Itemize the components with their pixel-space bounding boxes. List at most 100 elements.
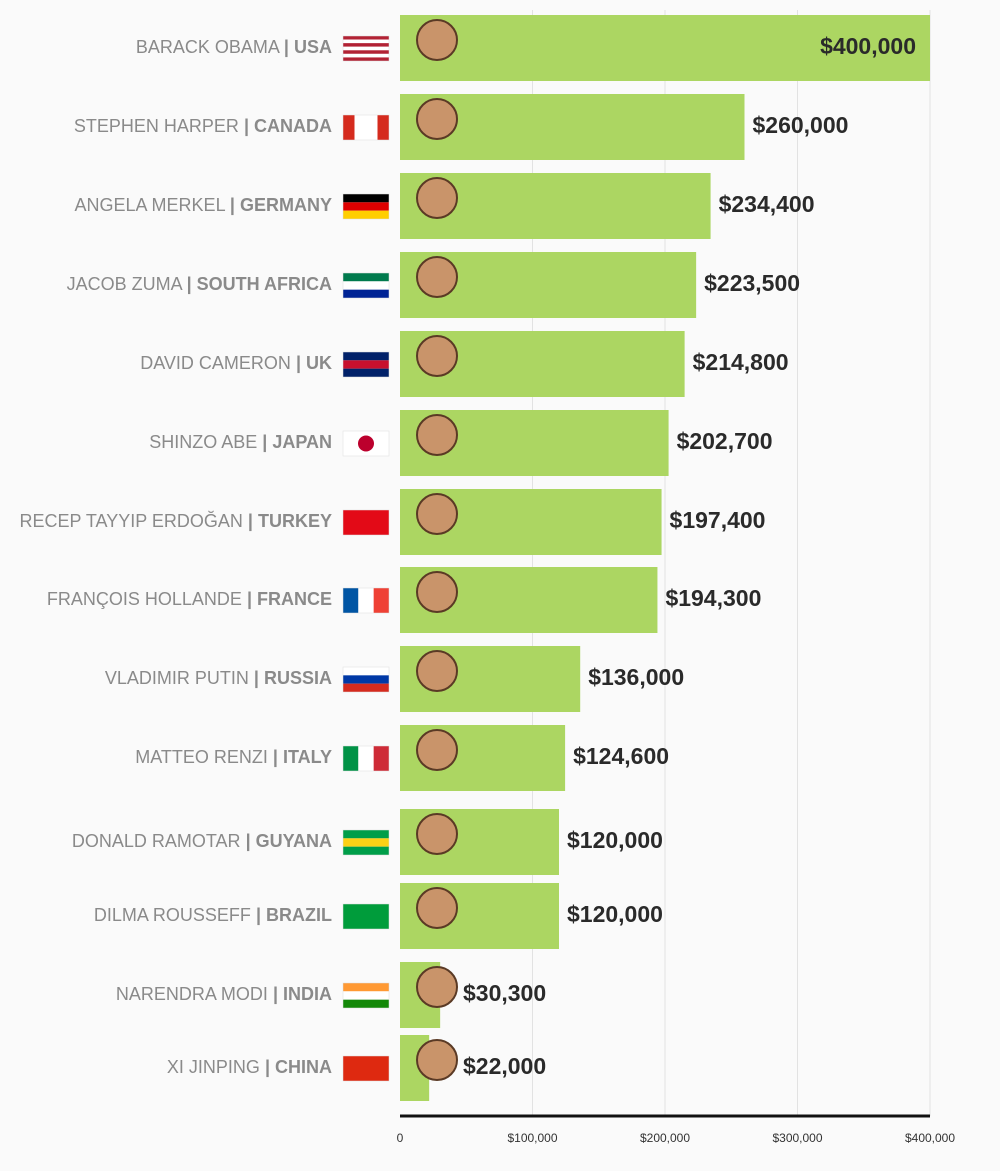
flag-border	[342, 666, 390, 693]
category-label: VLADIMIR PUTIN | RUSSIA	[105, 668, 332, 688]
portrait	[416, 729, 458, 771]
leader-name: RECEP TAYYIP ERDOĞAN	[20, 510, 243, 531]
flag-stripe	[343, 289, 389, 298]
flag-stripe	[343, 999, 389, 1008]
bar	[400, 15, 930, 81]
flag-stripe	[354, 115, 366, 140]
leader-name: DONALD RAMOTAR	[72, 831, 241, 851]
leader-name: DILMA ROUSSEFF	[94, 905, 251, 925]
separator: |	[244, 116, 249, 136]
flag-border	[342, 1055, 390, 1082]
separator: |	[265, 1057, 270, 1077]
flag-stripe	[343, 846, 389, 855]
category-label: DONALD RAMOTAR | GUYANA	[72, 831, 332, 851]
x-tick-label: $400,000	[905, 1131, 955, 1145]
category-label: ANGELA MERKEL | GERMANY	[75, 195, 332, 215]
separator: |	[273, 747, 278, 767]
flag-disc	[358, 435, 374, 452]
flag-stripe	[343, 210, 389, 219]
value-label: $214,800	[693, 349, 789, 375]
flag-stripe	[343, 202, 389, 211]
country-name: GUYANA	[256, 831, 332, 851]
flag-stripe	[343, 667, 389, 676]
category-label: FRANÇOIS HOLLANDE | FRANCE	[47, 589, 332, 609]
category-label: STEPHEN HARPER | CANADA	[74, 116, 332, 136]
leader-name: MATTEO RENZI	[135, 747, 268, 767]
separator: |	[248, 511, 253, 531]
value-label: $260,000	[753, 112, 849, 138]
value-label: $120,000	[567, 827, 663, 853]
country-name: GERMANY	[240, 195, 332, 215]
separator: |	[247, 589, 252, 609]
separator: |	[254, 668, 259, 688]
flag-border	[342, 982, 390, 1009]
value-label: $22,000	[463, 1053, 546, 1079]
separator: |	[230, 195, 235, 215]
flag-stripe	[343, 904, 389, 929]
flag-stripe	[343, 53, 389, 58]
category-label: NARENDRA MODI | INDIA	[116, 984, 332, 1004]
leader-name: VLADIMIR PUTIN	[105, 668, 249, 688]
category-label: DILMA ROUSSEFF | BRAZIL	[94, 905, 332, 925]
flag-border	[342, 745, 390, 772]
x-tick-label: $100,000	[507, 1131, 557, 1145]
flag-stripe	[373, 746, 389, 771]
country-name: BRAZIL	[266, 905, 332, 925]
flag-stripe	[343, 368, 389, 377]
portrait	[416, 813, 458, 855]
separator: |	[256, 905, 261, 925]
country-name: CHINA	[275, 1057, 332, 1077]
leader-name: FRANÇOIS HOLLANDE	[47, 589, 242, 609]
portrait	[416, 1039, 458, 1081]
country-name: UK	[306, 353, 332, 373]
flag-border	[342, 509, 390, 536]
portrait	[416, 256, 458, 298]
flag-border	[342, 903, 390, 930]
leader-name: SHINZO ABE	[149, 432, 257, 452]
portrait	[416, 966, 458, 1008]
value-label: $202,700	[677, 428, 773, 454]
flag-stripe	[343, 115, 355, 140]
category-label: XI JINPING | CHINA	[167, 1057, 332, 1077]
flag-stripe	[343, 683, 389, 692]
country-name: INDIA	[283, 984, 332, 1004]
flag-stripe	[343, 838, 389, 847]
category-label: RECEP TAYYIP ERDOĞAN | TURKEY	[20, 510, 333, 531]
separator: |	[273, 984, 278, 1004]
flag-stripe	[343, 273, 389, 282]
flag-stripe	[343, 57, 389, 61]
flag-stripe	[343, 1056, 389, 1081]
flag-stripe	[343, 360, 389, 369]
country-name: ITALY	[283, 747, 332, 767]
country-name: TURKEY	[258, 511, 332, 531]
x-tick-label: $300,000	[772, 1131, 822, 1145]
flag-border	[342, 114, 390, 141]
country-name: FRANCE	[257, 589, 332, 609]
separator: |	[296, 353, 301, 373]
flag-border	[342, 430, 390, 457]
portrait	[416, 571, 458, 613]
flag-stripe	[358, 588, 374, 613]
country-name: SOUTH AFRICA	[197, 274, 332, 294]
flag-stripe	[343, 39, 389, 44]
country-name: USA	[294, 37, 332, 57]
flag-border	[342, 35, 390, 62]
flag-stripe	[343, 43, 389, 47]
value-label: $400,000	[820, 33, 916, 59]
category-label: JACOB ZUMA | SOUTH AFRICA	[67, 274, 332, 294]
category-label: SHINZO ABE | JAPAN	[149, 432, 332, 452]
x-tick-label: $200,000	[640, 1131, 690, 1145]
flag-stripe	[373, 588, 389, 613]
leader-name: STEPHEN HARPER	[74, 116, 239, 136]
category-label: DAVID CAMERON | UK	[140, 353, 332, 373]
flag-stripe	[343, 46, 389, 51]
flag-border	[342, 587, 390, 614]
separator: |	[246, 831, 251, 851]
leader-name: NARENDRA MODI	[116, 984, 268, 1004]
leader-name: BARACK OBAMA	[136, 37, 280, 57]
leader-name: JACOB ZUMA	[67, 274, 183, 294]
flag-stripe	[343, 675, 389, 684]
portrait	[416, 414, 458, 456]
leader-name: DAVID CAMERON	[140, 353, 291, 373]
flag-stripe	[343, 830, 389, 839]
